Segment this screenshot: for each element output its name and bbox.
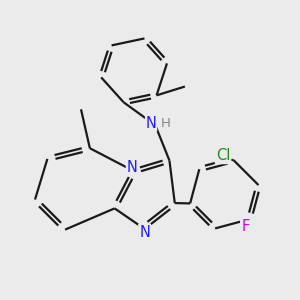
Text: N: N (146, 116, 157, 131)
Text: Cl: Cl (216, 148, 230, 163)
Text: F: F (241, 219, 249, 234)
Text: H: H (161, 117, 171, 130)
Text: N: N (139, 225, 150, 240)
Text: N: N (127, 160, 138, 175)
